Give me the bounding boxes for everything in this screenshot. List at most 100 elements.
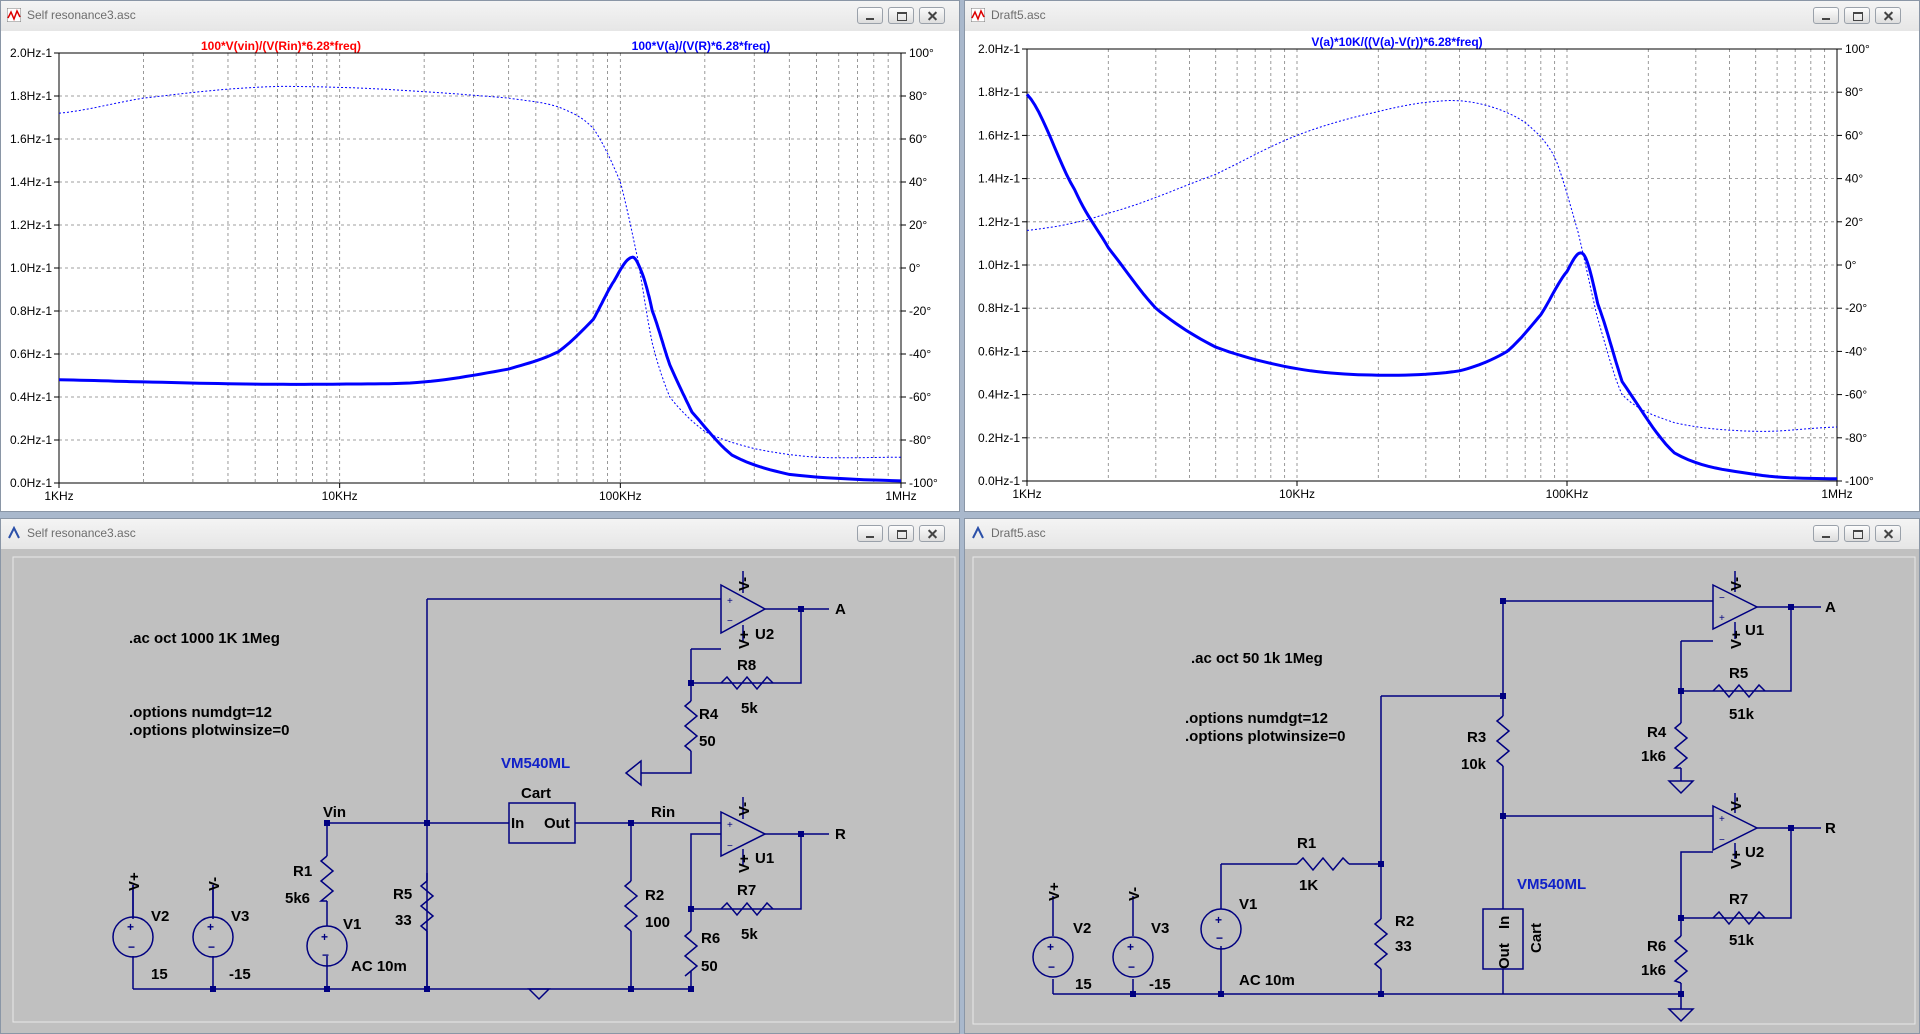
opamp-u2[interactable]: + − V- V+ U2: [720, 571, 774, 649]
series-phase-line: [1026, 99, 1838, 432]
y-tick-label-right: -80°: [909, 433, 931, 447]
voltage-source-v2[interactable]: + − V+ V2 15: [1032, 882, 1092, 993]
net-label-rin[interactable]: Rin: [651, 804, 675, 821]
y-tick-label-left: 1.4Hz-1: [978, 172, 1020, 186]
resistor-value: 5k: [741, 926, 758, 943]
trace-label[interactable]: V(a)*10K/((V(a)-V(r))*6.28*freq): [1311, 35, 1482, 49]
x-tick-label: 10KHz: [322, 489, 358, 503]
net-label-vin[interactable]: Vin: [323, 804, 346, 821]
resistor-r7[interactable]: R7 5k: [720, 882, 774, 943]
voltage-source-v2[interactable]: + − V+ V2 15: [112, 872, 169, 983]
opamp-vplus-label: V+: [1728, 850, 1745, 869]
net-label-a[interactable]: A: [1825, 599, 1836, 616]
resistor-r5[interactable]: R5 51k: [1712, 665, 1766, 723]
schematic-window-draft5[interactable]: Draft5.asc .ac oct 50 1k 1Meg .options n…: [964, 518, 1920, 1034]
minimize-button[interactable]: [1813, 525, 1839, 542]
net-label-r[interactable]: R: [835, 826, 846, 843]
close-button[interactable]: [1875, 525, 1901, 542]
window-title: Self resonance3.asc: [27, 8, 136, 22]
y-tick-label-left: 1.6Hz-1: [10, 132, 52, 146]
resistor-r2[interactable]: R2 100: [623, 880, 670, 932]
series-phase-line: [58, 85, 901, 459]
svg-text:−: −: [727, 616, 733, 627]
close-button[interactable]: [919, 7, 945, 24]
minimize-button[interactable]: [857, 525, 883, 542]
schematic-app-icon: [972, 526, 984, 539]
cartridge-block[interactable]: Cart In Out VM540ML: [501, 755, 576, 844]
maximize-button[interactable]: [1844, 525, 1870, 542]
source-ref: V2: [151, 908, 169, 925]
resistor-r6[interactable]: R6 50: [683, 930, 720, 977]
title-bar[interactable]: Self resonance3.asc: [1, 519, 959, 550]
source-ref: V1: [343, 916, 361, 933]
schematic-window-self-resonance3[interactable]: Self resonance3.asc .ac oct 1000 1K 1Meg…: [0, 518, 960, 1034]
resistor-r7[interactable]: R7 51k: [1712, 891, 1766, 949]
x-tick-label: 1KHz: [1012, 487, 1041, 501]
y-tick-label-right: 80°: [1845, 85, 1863, 99]
schematic-canvas[interactable]: .ac oct 1000 1K 1Meg .options numdgt=12 …: [1, 549, 959, 1033]
svg-text:−: −: [208, 940, 215, 954]
wire-net[interactable]: [1052, 600, 1821, 1009]
svg-text:−: −: [1216, 931, 1223, 945]
y-tick-label-right: 100°: [1845, 42, 1870, 56]
resistor-ref: R8: [737, 657, 756, 674]
options-numdgt-directive[interactable]: .options numdgt=12: [1185, 710, 1328, 727]
maximize-button[interactable]: [888, 525, 914, 542]
voltage-source-v3[interactable]: + − V- V3 -15: [192, 877, 251, 983]
y-tick-label-left: 2.0Hz-1: [10, 46, 52, 60]
waveform-plot-area[interactable]: 0.0Hz-1 0.2Hz-1 0.4Hz-1 0.6Hz-1 0.8Hz-1 1.0Hz…: [965, 31, 1919, 511]
y-tick-label-right: 0°: [909, 261, 921, 275]
voltage-source-v1[interactable]: + − V1 AC 10m: [306, 916, 407, 975]
svg-text:+: +: [321, 930, 328, 944]
opamp-u1[interactable]: − + V- V+ U1: [1712, 571, 1764, 649]
options-plotwinsize-directive[interactable]: .options plotwinsize=0: [1185, 728, 1345, 745]
waveform-plot-area[interactable]: 0.0Hz-1 0.2Hz-1 0.4Hz-1 0.6Hz-1 0.8Hz-1 1.0Hz…: [1, 31, 959, 511]
net-label-r[interactable]: R: [1825, 820, 1836, 837]
resistor-r4[interactable]: R4 1k6: [1641, 722, 1689, 769]
resistor-r3[interactable]: R3 10k: [1461, 696, 1511, 773]
voltage-source-v1[interactable]: + − V1 AC 10m: [1200, 896, 1295, 989]
plot-window-draft5[interactable]: Draft5.asc 0.0Hz-1 0.2Hz-1 0.4Hz-1 0.6Hz-1 0…: [964, 0, 1920, 512]
y-tick-label-right: -40°: [909, 347, 931, 361]
trace-label[interactable]: 100*V(a)/(V(R)*6.28*freq): [632, 39, 771, 53]
net-label-a[interactable]: A: [835, 601, 846, 618]
options-numdgt-directive[interactable]: .options numdgt=12: [129, 704, 272, 721]
schematic-canvas[interactable]: .ac oct 50 1k 1Meg .options numdgt=12 .o…: [965, 549, 1919, 1033]
title-bar[interactable]: Draft5.asc: [965, 1, 1919, 32]
resistor-r8[interactable]: R8 5k: [720, 657, 774, 717]
resistor-r4[interactable]: R4 50: [683, 700, 719, 752]
resistor-r5[interactable]: R5 33: [393, 880, 435, 989]
plot-window-self-resonance3[interactable]: Self resonance3.asc 0.0Hz-1 0.2Hz-1 0.4Hz-…: [0, 0, 960, 512]
opamp-u2[interactable]: + − V- V+ U2: [1712, 793, 1764, 869]
close-button[interactable]: [1875, 7, 1901, 24]
trace-label[interactable]: 100*V(vin)/(V(Rin)*6.28*freq): [201, 39, 361, 53]
voltage-source-v3[interactable]: + − V- V3 -15: [1112, 887, 1171, 993]
minimize-button[interactable]: [857, 7, 883, 24]
cartridge-block[interactable]: In Out Cart VM540ML: [1482, 876, 1586, 970]
y-tick-label-right: 80°: [909, 89, 927, 103]
resistor-value: 5k: [741, 700, 758, 717]
grid-lines: [58, 52, 901, 484]
close-button[interactable]: [919, 525, 945, 542]
maximize-button[interactable]: [1844, 7, 1870, 24]
resistor-r2[interactable]: R2 33: [1373, 913, 1414, 970]
opamp-u1[interactable]: + − V- V+ U1: [720, 797, 774, 873]
options-plotwinsize-directive[interactable]: .options plotwinsize=0: [129, 722, 289, 739]
minimize-button[interactable]: [1813, 7, 1839, 24]
y-tick-label-right: -20°: [909, 304, 931, 318]
maximize-button[interactable]: [888, 7, 914, 24]
title-bar[interactable]: Self resonance3.asc: [1, 1, 959, 32]
title-bar[interactable]: Draft5.asc: [965, 519, 1919, 550]
resistor-r6[interactable]: R6 1k6: [1641, 935, 1689, 984]
svg-text:+: +: [127, 920, 134, 934]
svg-text:+: +: [727, 820, 733, 831]
ac-directive[interactable]: .ac oct 1000 1K 1Meg: [129, 630, 280, 647]
svg-text:+: +: [207, 920, 214, 934]
ac-directive[interactable]: .ac oct 50 1k 1Meg: [1191, 650, 1323, 667]
resistor-r1[interactable]: R1 5k6: [285, 855, 335, 907]
opamp-ref: U1: [1745, 622, 1764, 639]
resistor-r1[interactable]: R1 1K: [1296, 835, 1350, 894]
opamp-ref: U2: [1745, 844, 1764, 861]
wire-net[interactable]: [132, 598, 829, 990]
source-value: 15: [1075, 976, 1092, 993]
